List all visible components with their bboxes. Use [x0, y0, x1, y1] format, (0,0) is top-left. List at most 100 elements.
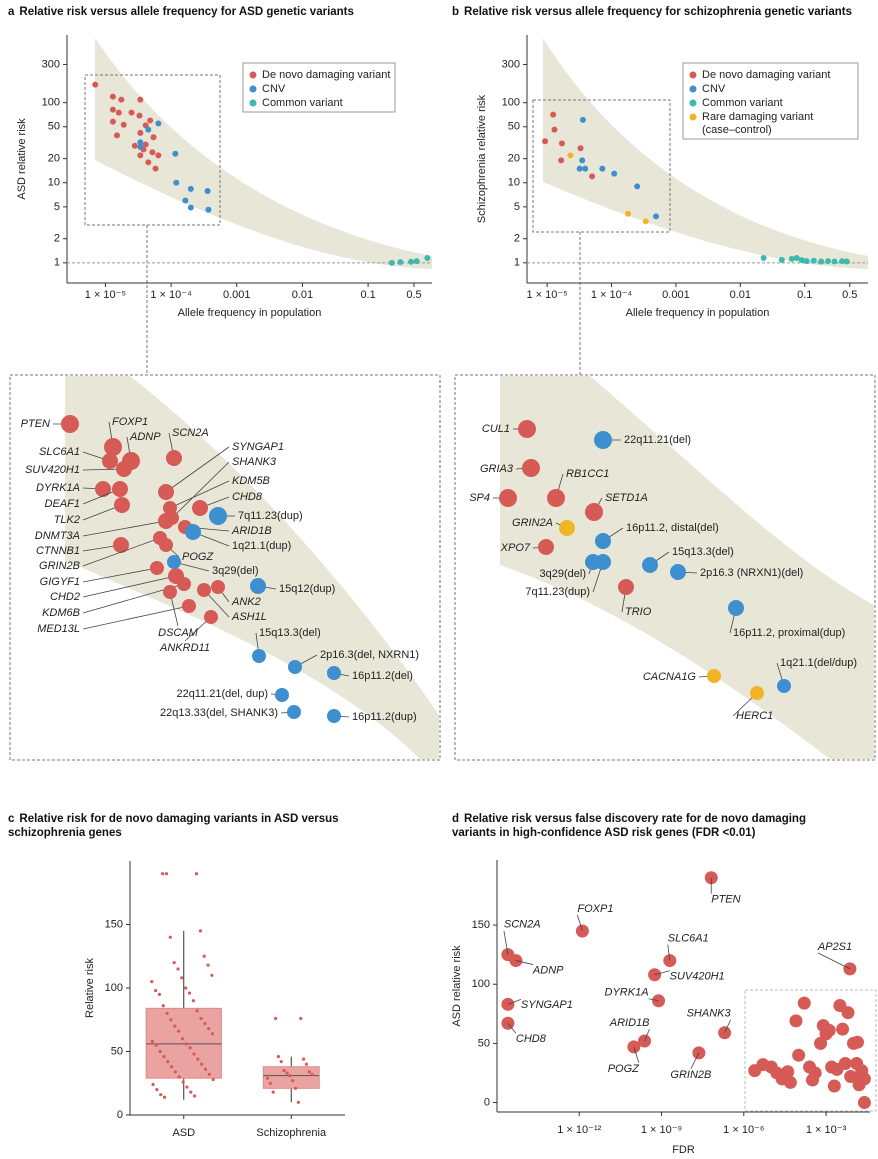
x-axis-label: Allele frequency in population [626, 307, 770, 319]
point [154, 988, 158, 993]
variant-label: CHD2 [50, 591, 80, 603]
point [210, 1032, 215, 1036]
point [265, 1076, 270, 1080]
variant-dot [750, 686, 764, 700]
point [582, 165, 589, 172]
variant-label: DEAF1 [45, 498, 80, 510]
point [293, 1086, 298, 1090]
leader-line [577, 914, 583, 932]
variant-dot [728, 600, 744, 616]
point [307, 1070, 311, 1074]
point-label: ARID1B [609, 1017, 650, 1029]
variant-label: 2p16.3(del, NXRN1) [320, 649, 419, 661]
variant-label: 16p11.2(del) [352, 670, 413, 682]
leader-line [654, 970, 670, 976]
point [162, 1054, 166, 1059]
x-tick-label: 0.5 [842, 289, 857, 301]
legend-swatch [249, 85, 257, 93]
y-tick-label: 100 [105, 982, 123, 994]
leader-line [644, 1028, 650, 1042]
x-axis-label: Allele frequency in population [178, 307, 322, 319]
variant-label: XPO7 [500, 542, 531, 554]
x-tick-label: 1 × 10⁻⁶ [723, 1124, 764, 1136]
leader-line [82, 520, 167, 537]
point [789, 1014, 803, 1028]
point [180, 1037, 185, 1041]
point [147, 117, 154, 124]
point [271, 1090, 275, 1094]
variant-dot [777, 679, 791, 693]
inset-band [500, 376, 874, 759]
point [150, 134, 157, 141]
variant-dot [204, 610, 218, 624]
leader-line [165, 446, 230, 493]
variant-label: TLK2 [54, 514, 80, 526]
variant-label: DNMT3A [35, 530, 80, 542]
point [180, 976, 184, 980]
variant-dot [177, 577, 191, 591]
point [797, 996, 811, 1010]
point [542, 138, 549, 145]
y-tick-label: 150 [105, 918, 123, 930]
point [611, 170, 618, 177]
variant-dot [112, 481, 128, 497]
point [273, 1016, 278, 1021]
point [778, 256, 785, 263]
x-tick-label: 1 × 10⁻⁵ [85, 289, 126, 301]
point [808, 1066, 822, 1080]
point [567, 152, 574, 159]
point [150, 980, 154, 984]
point [184, 1042, 188, 1046]
variant-label: POGZ [182, 551, 214, 563]
variant-dot [158, 513, 174, 529]
point [810, 257, 817, 264]
variant-label: PTEN [21, 418, 50, 430]
point [137, 129, 144, 136]
zoom-box [84, 74, 221, 226]
point [165, 1011, 169, 1016]
point [145, 159, 152, 166]
variant-label: 16p11.2, distal(del) [626, 522, 719, 534]
legend-swatch [689, 85, 697, 93]
x-tick-label: 1 × 10⁻³ [806, 1124, 847, 1136]
y-axis-label: ASD relative risk [451, 945, 463, 1027]
y-tick-label: 1 [514, 257, 520, 269]
legend-swatch [689, 99, 697, 107]
point [282, 1068, 286, 1073]
variant-dot [518, 420, 536, 438]
point [161, 872, 165, 876]
point [150, 1039, 155, 1043]
x-tick-label: 0.1 [360, 289, 375, 301]
leader-line [82, 575, 177, 598]
y-tick-label: 100 [42, 97, 60, 109]
variant-label: GRIN2A [512, 517, 553, 529]
variant-dot [275, 688, 289, 702]
point [550, 111, 557, 118]
x-tick-label: 0.1 [797, 289, 812, 301]
zoom-box [532, 99, 671, 233]
variant-dot [327, 666, 341, 680]
variant-dot [158, 484, 174, 500]
variant-dot [547, 489, 565, 507]
panel-letter: a [8, 6, 15, 18]
point-label: GRIN2B [670, 1069, 711, 1081]
variant-dot [595, 554, 611, 570]
point [200, 1062, 204, 1066]
variant-dot [61, 415, 79, 433]
point [151, 1082, 155, 1087]
variant-dot [116, 461, 132, 477]
panel-letter: c [8, 813, 15, 825]
variant-label: SUV420H1 [25, 464, 80, 476]
leader-line [507, 1023, 517, 1034]
point [407, 258, 414, 265]
x-tick-label: 0.01 [292, 289, 313, 301]
point [624, 210, 631, 217]
point [155, 152, 162, 159]
leader-line [82, 605, 190, 630]
leader-line [724, 1019, 731, 1033]
panel-title: d Relative risk versus false discovery ra… [452, 812, 852, 840]
point [304, 1062, 309, 1066]
legend-label: CNV [702, 83, 726, 95]
y-tick-label: 5 [54, 201, 60, 213]
